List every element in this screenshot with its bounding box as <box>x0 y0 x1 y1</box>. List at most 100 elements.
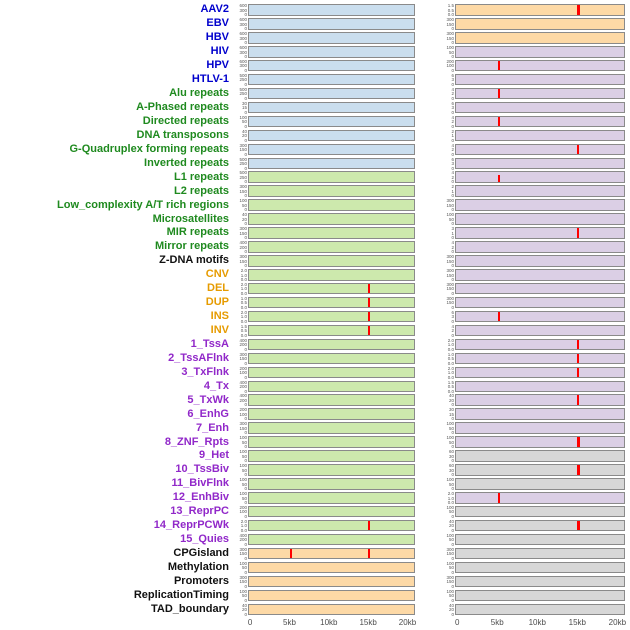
peak-marker <box>576 437 580 447</box>
y-tick-label: 1 <box>451 133 454 139</box>
y-axis-ticks-right: 300 150 0 <box>444 575 455 588</box>
y-tick-label: 50 <box>448 439 454 445</box>
track-label: Z-DNA motifs <box>159 254 229 267</box>
y-tick-label: 0 <box>244 221 247 227</box>
y-axis-ticks-left: 200 100 0 <box>234 366 248 379</box>
track-label: AAV2 <box>200 3 229 16</box>
y-axis-ticks-left: 500 250 0 <box>234 87 248 100</box>
x-tick-label: 15kb <box>568 618 586 628</box>
track-panel-right <box>455 533 625 546</box>
track-panel-right <box>455 589 625 602</box>
track-panel-left <box>248 73 415 86</box>
y-tick-label: 1.0 <box>447 370 454 376</box>
y-axis-ticks-right: 1.5 0.5 0.0 <box>444 4 455 17</box>
y-tick-label: 0 <box>244 67 247 73</box>
track-panel-right <box>455 101 625 114</box>
y-tick-label: 0 <box>451 430 454 436</box>
y-tick-label: 1.0 <box>447 342 454 348</box>
x-tick-label: 5kb <box>283 618 296 628</box>
track-row: 14_ReprPCWk 2.0 1.0 0.0 40 20 0 <box>0 519 630 533</box>
track-panel-left <box>248 352 415 365</box>
track-label: 3_TxFlnk <box>181 365 229 378</box>
y-tick-label: 0.0 <box>240 290 247 296</box>
y-axis-ticks-left: 1.5 0.5 0.0 <box>234 324 248 337</box>
y-axis-ticks-left: 200 100 0 <box>234 408 248 421</box>
y-tick-label: 0 <box>451 472 454 478</box>
y-tick-label: 50 <box>241 481 247 487</box>
y-tick-label: 100 <box>446 45 454 51</box>
track-row: 12_EnhBiv 100 50 0 2.0 1.0 0.0 <box>0 491 630 505</box>
track-panel-right <box>455 18 625 30</box>
track-panel-left <box>248 505 415 518</box>
y-tick-label: 300 <box>239 142 247 148</box>
y-tick-label: 0.0 <box>240 527 247 533</box>
y-tick-label: 0 <box>451 611 454 617</box>
track-label: 7_Enh <box>195 421 229 434</box>
y-tick-label: 200 <box>239 384 247 390</box>
y-axis-ticks-right: 100 50 0 <box>444 422 455 436</box>
peak-marker <box>576 144 579 155</box>
y-tick-label: 2.0 <box>447 491 454 497</box>
track-rows-container: AAV2 600 300 0 1.5 0.5 0.0 EBV 600 300 0 300 150 0 HBV… <box>0 3 630 616</box>
y-axis-ticks-left: 600 300 0 <box>234 4 248 17</box>
y-tick-label: 300 <box>239 7 247 13</box>
x-tick-label: 20kb <box>608 618 627 628</box>
track-panel-left <box>248 87 415 100</box>
x-tick-label: 10kb <box>320 618 338 628</box>
y-tick-label: 300 <box>239 63 247 69</box>
y-axis-ticks-left: 100 50 0 <box>234 492 248 505</box>
track-panel-right <box>455 492 625 504</box>
y-axis-ticks-left: 2.0 1.0 0.0 <box>234 282 248 296</box>
y-tick-label: 6 <box>451 156 454 162</box>
y-tick-label: 150 <box>446 300 454 306</box>
track-panel-right <box>455 436 625 448</box>
y-tick-label: 20 <box>241 607 247 613</box>
track-panel-right <box>455 199 625 211</box>
y-axis-ticks-right: 2.0 1.0 0.0 <box>444 338 455 351</box>
y-tick-label: 200 <box>239 397 247 403</box>
track-row: HIV 600 300 0 100 50 0 <box>0 45 630 59</box>
y-tick-label: 300 <box>446 268 454 274</box>
y-tick-label: 0 <box>244 207 247 213</box>
track-panel-right <box>455 185 625 197</box>
track-row: Mirror repeats 400 200 0 4 2 0 <box>0 240 630 254</box>
y-tick-label: 0.0 <box>447 374 454 380</box>
y-tick-label: 0 <box>451 40 454 46</box>
y-tick-label: 4 <box>451 86 454 92</box>
y-tick-label: 20 <box>448 397 454 403</box>
y-tick-label: 300 <box>239 421 247 427</box>
y-tick-label: 4 <box>451 240 454 246</box>
y-axis-ticks-right: 300 150 0 <box>444 32 455 46</box>
y-tick-label: 20 <box>448 607 454 613</box>
track-panel-left <box>248 575 415 588</box>
y-tick-label: 500 <box>239 72 247 78</box>
y-tick-label: 50 <box>241 565 247 571</box>
track-panel-right <box>455 296 625 309</box>
y-tick-label: 6 <box>451 100 454 106</box>
y-tick-label: 3 <box>451 105 454 111</box>
track-label: 2_TssAFlnk <box>168 351 229 364</box>
y-tick-label: 2 <box>451 147 454 153</box>
x-tick-label: 0 <box>454 618 460 628</box>
y-tick-label: 300 <box>446 546 454 552</box>
y-tick-label: 150 <box>446 272 454 278</box>
y-tick-label: 300 <box>446 254 454 260</box>
y-tick-label: 2.0 <box>240 268 247 274</box>
track-panel-left <box>248 603 415 616</box>
track-row: Z-DNA motifs 300 150 0 300 150 0 <box>0 254 630 268</box>
y-tick-label: 200 <box>239 342 247 348</box>
y-axis-ticks-right: 60 30 0 <box>444 464 455 478</box>
peak-marker <box>290 548 292 559</box>
track-panel-right <box>455 32 625 44</box>
track-panel-left <box>248 533 415 546</box>
track-label: Promoters <box>173 574 229 587</box>
y-tick-label: 30 <box>448 407 454 413</box>
y-tick-label: 0 <box>451 207 454 213</box>
y-axis-ticks-left: 40 20 0 <box>234 213 248 227</box>
y-tick-label: 100 <box>446 532 454 538</box>
y-tick-label: 150 <box>446 258 454 264</box>
y-tick-label: 0 <box>244 360 247 366</box>
